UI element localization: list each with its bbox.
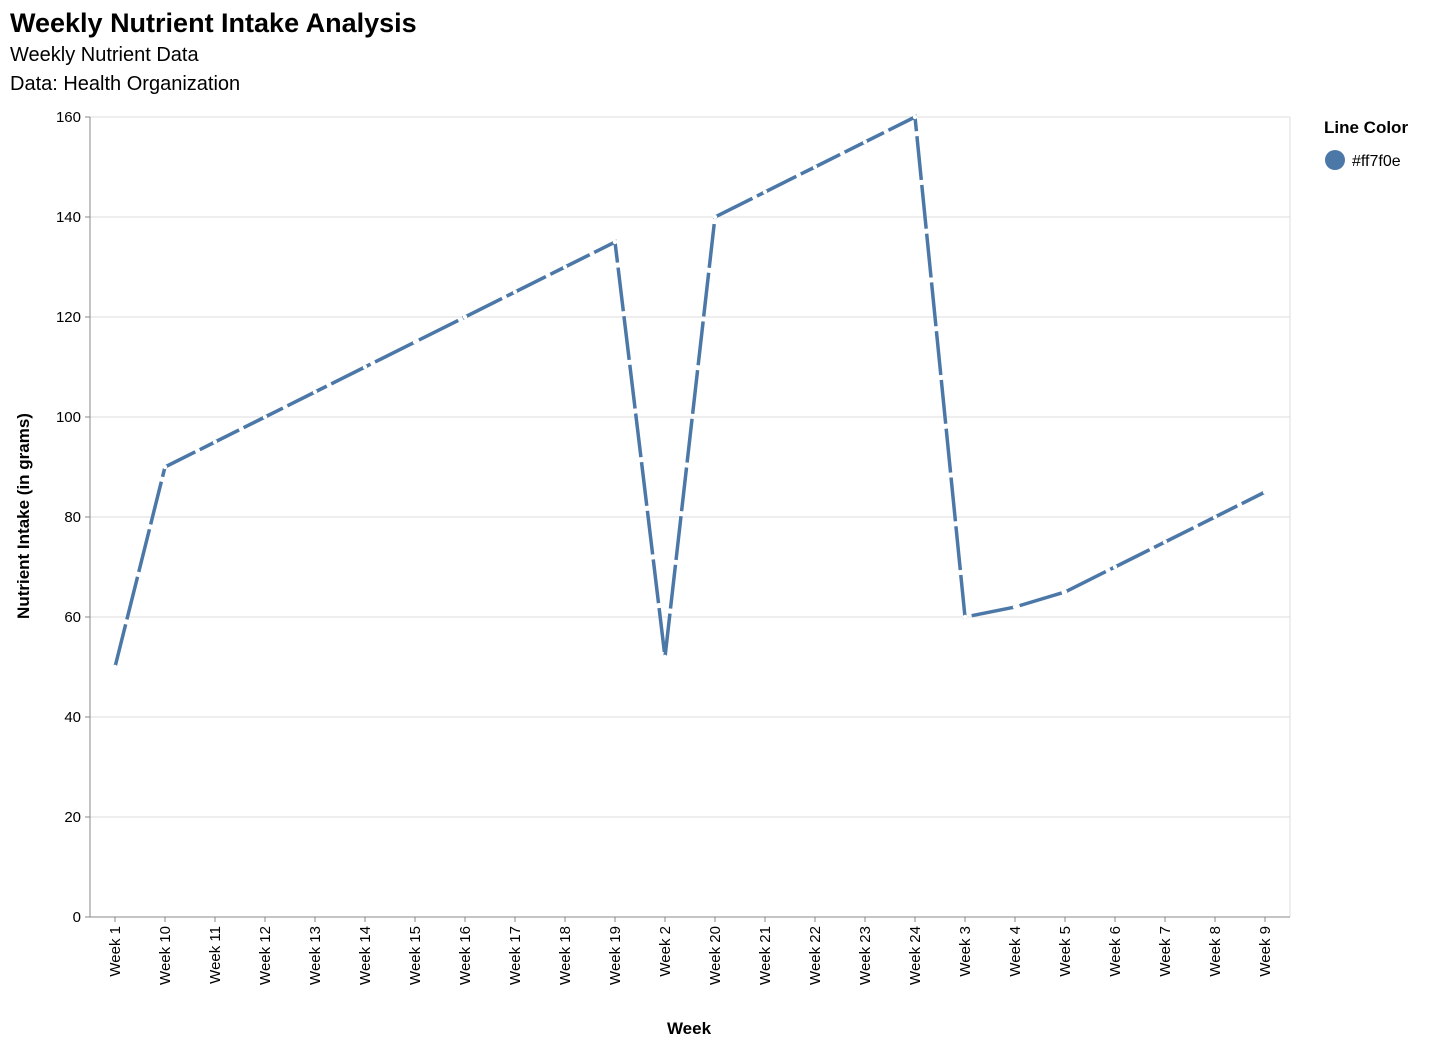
x-tick-label: Week 8	[1207, 926, 1224, 977]
data-point	[262, 414, 268, 420]
x-tick-label: Week 16	[457, 926, 474, 985]
data-point	[212, 439, 218, 445]
x-tick-label: Week 7	[1157, 926, 1174, 977]
x-tick-label: Week 21	[757, 926, 774, 985]
data-point	[112, 664, 118, 670]
x-tick-label: Week 3	[957, 926, 974, 977]
x-tick-label: Week 6	[1107, 926, 1124, 977]
x-tick-label: Week 4	[1007, 926, 1024, 977]
x-axis: Week 1 Week 10 Week 11 Week 12 Week 13 Week 1…	[90, 916, 1290, 985]
x-tick-label: Week 23	[857, 926, 874, 985]
y-axis: 0 20 40 60 80 100 120 140 160	[56, 109, 91, 926]
data-point	[662, 654, 668, 660]
data-point	[362, 364, 368, 370]
data-point	[1012, 604, 1018, 610]
legend: Line Color #ff7f0e	[1324, 118, 1408, 170]
data-point	[612, 239, 618, 245]
y-tick-label: 140	[56, 209, 81, 226]
data-point	[1062, 589, 1068, 595]
x-tick-label: Week 11	[207, 926, 224, 984]
x-tick-label: Week 10	[157, 926, 174, 985]
y-tick-label: 20	[64, 809, 81, 826]
y-tick-label: 40	[64, 709, 81, 726]
plot-area	[112, 114, 1268, 670]
data-point	[412, 339, 418, 345]
data-point	[1212, 514, 1218, 520]
x-tick-label: Week 17	[507, 926, 524, 985]
x-tick-label: Week 2	[657, 926, 674, 977]
data-point	[812, 164, 818, 170]
legend-label: #ff7f0e	[1352, 153, 1401, 170]
x-tick-label: Week 19	[607, 926, 624, 985]
y-tick-label: 0	[73, 909, 81, 926]
x-tick-label: Week 9	[1257, 926, 1274, 977]
data-point	[712, 214, 718, 220]
y-tick-label: 100	[56, 409, 81, 426]
legend-symbol	[1325, 150, 1345, 170]
data-point	[1262, 489, 1268, 495]
y-tick-label: 120	[56, 309, 81, 326]
x-tick-label: Week 24	[907, 926, 924, 985]
data-point	[162, 464, 168, 470]
x-tick-label: Week 22	[807, 926, 824, 985]
x-tick-label: Week 1	[107, 926, 124, 977]
data-point	[862, 139, 868, 145]
x-tick-label: Week 14	[357, 926, 374, 985]
series-line	[113, 114, 1266, 668]
y-tick-label: 80	[64, 509, 81, 526]
data-point	[912, 114, 918, 120]
data-point	[512, 289, 518, 295]
legend-title: Line Color	[1324, 118, 1408, 137]
data-point	[962, 614, 968, 620]
y-tick-label: 60	[64, 609, 81, 626]
data-point	[1112, 564, 1118, 570]
chart-title: Weekly Nutrient Intake Analysis	[10, 8, 417, 38]
x-tick-label: Week 15	[407, 926, 424, 985]
x-tick-label: Week 20	[707, 926, 724, 985]
x-axis-title: Week	[667, 1019, 712, 1038]
x-tick-label: Week 13	[307, 926, 324, 985]
data-point	[462, 314, 468, 320]
x-tick-label: Week 18	[557, 926, 574, 985]
data-point	[762, 189, 768, 195]
y-axis-title: Nutrient Intake (in grams)	[14, 413, 33, 619]
gridlines	[90, 116, 1291, 918]
data-point	[562, 264, 568, 270]
data-point	[1162, 539, 1168, 545]
chart-subtitle-line-2: Data: Health Organization	[10, 73, 241, 95]
x-tick-label: Week 5	[1057, 926, 1074, 977]
data-point	[312, 389, 318, 395]
chart-subtitle-line-1: Weekly Nutrient Data	[10, 44, 199, 66]
x-tick-label: Week 12	[257, 926, 274, 985]
y-tick-label: 160	[56, 109, 81, 126]
